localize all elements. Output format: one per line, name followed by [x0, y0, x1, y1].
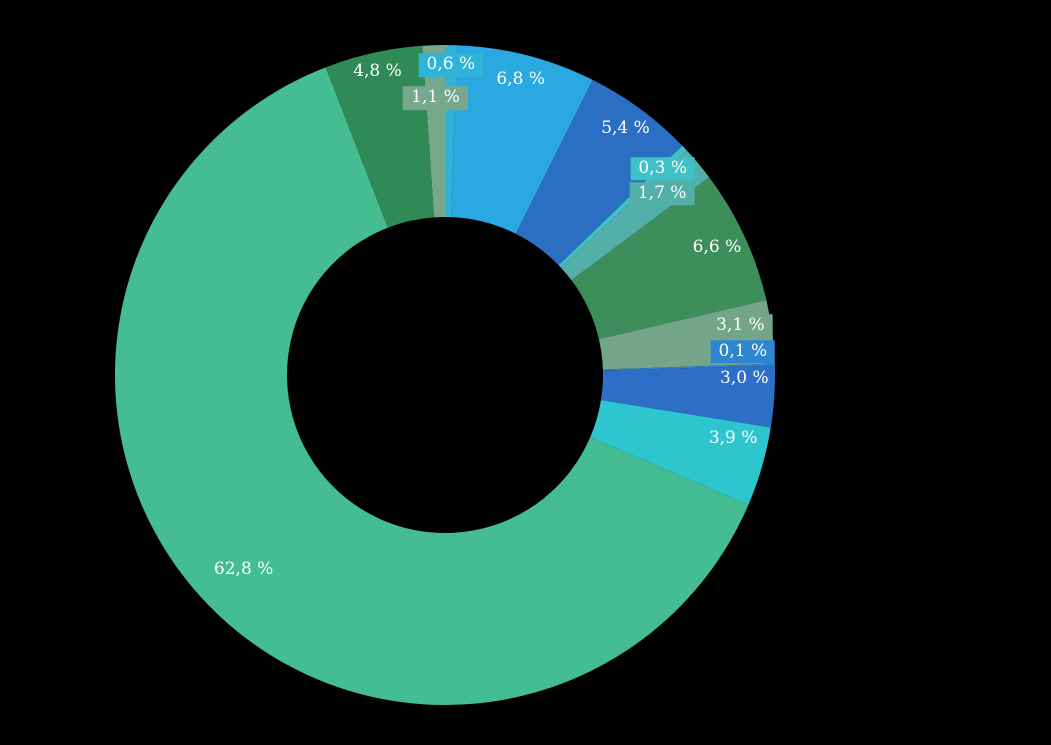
pie-slice-9: [590, 400, 771, 505]
pie-slice-10: [114, 67, 749, 706]
pie-slice-5: [571, 177, 767, 340]
pie-slice-1: [450, 45, 593, 234]
pie-slice-2: [515, 79, 683, 266]
pie-slice-7: [602, 363, 775, 371]
pie-slice-8: [600, 365, 776, 428]
